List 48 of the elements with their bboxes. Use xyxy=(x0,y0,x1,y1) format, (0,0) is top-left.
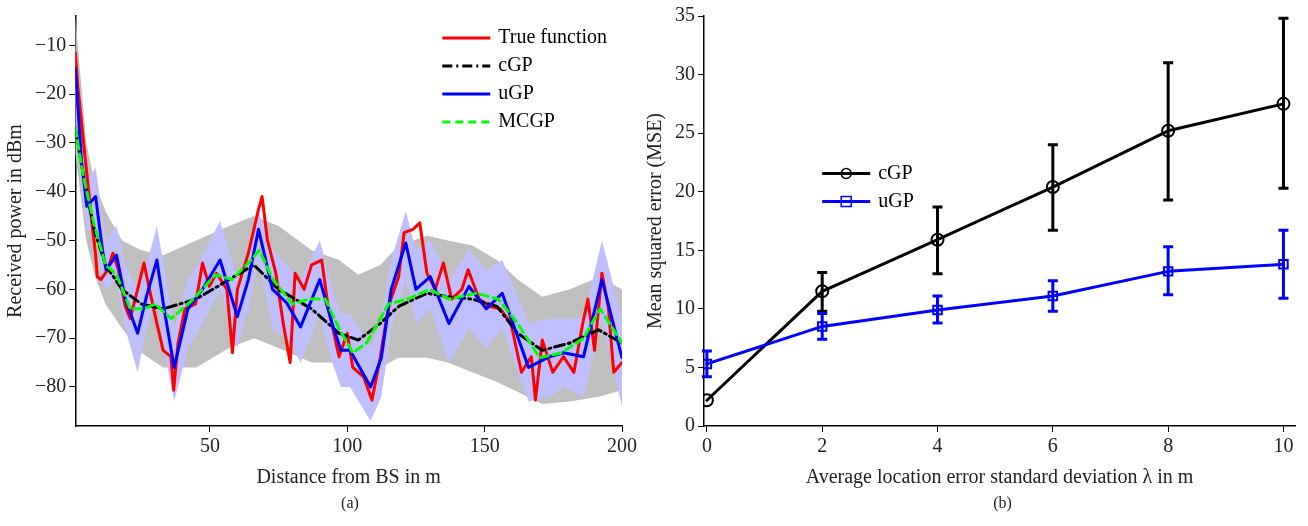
x-tick-label: 6 xyxy=(1047,434,1058,457)
point xyxy=(930,232,945,247)
y-tick-label: 35 xyxy=(675,3,695,26)
legend-label: uGP xyxy=(878,188,914,211)
y-tick-label: 25 xyxy=(675,120,695,143)
y-tick-label: 20 xyxy=(675,178,695,201)
point xyxy=(1047,290,1059,302)
point xyxy=(1278,259,1289,270)
point xyxy=(1276,96,1291,111)
x-axis-title: Distance from BS in m xyxy=(256,465,442,488)
x-tick-label: 200 xyxy=(607,434,637,457)
point xyxy=(815,284,830,299)
x-tick-label: 0 xyxy=(701,434,712,457)
y-tick-label: −30 xyxy=(35,130,67,153)
legend-label: cGP xyxy=(498,53,533,76)
text: (a) xyxy=(340,494,360,512)
point xyxy=(1162,266,1174,277)
x-tick-label: 50 xyxy=(199,434,220,457)
x-tick-label: 10 xyxy=(1273,434,1294,457)
y-tick-label: −40 xyxy=(35,178,67,201)
legend-label: cGP xyxy=(878,160,913,183)
y-tick-label: −50 xyxy=(35,227,67,250)
y-tick-label: −60 xyxy=(35,276,67,299)
y-tick-label: −80 xyxy=(35,374,67,397)
point xyxy=(1045,180,1060,195)
x-tick-label: 8 xyxy=(1163,434,1174,457)
y-tick-label: −20 xyxy=(35,81,67,104)
x-tick-label: 4 xyxy=(932,434,943,457)
point xyxy=(1161,123,1176,138)
y-tick-label: 30 xyxy=(675,61,695,84)
x-tick-label: 100 xyxy=(332,434,363,457)
y-axis-title: Mean squared error (MSE) xyxy=(643,112,667,330)
x-tick-label: 150 xyxy=(469,434,500,457)
y-tick-label: 10 xyxy=(675,296,695,319)
y-tick-label: −10 xyxy=(35,32,67,55)
legend-label: MCGP xyxy=(498,109,555,132)
y-tick-label: 0 xyxy=(685,413,695,436)
x-axis-title: Average location error standard deviation λ in m xyxy=(805,465,1194,489)
point xyxy=(816,321,828,332)
x-tick-label: 2 xyxy=(817,434,828,457)
y-axis-title: Received power in dBm xyxy=(3,123,27,318)
text: (b) xyxy=(992,494,1013,512)
y-tick-label: −70 xyxy=(35,325,67,348)
legend-label: uGP xyxy=(498,81,534,104)
legend-label: True function xyxy=(498,25,607,48)
y-tick-label: 15 xyxy=(675,237,695,260)
y-tick-label: 5 xyxy=(685,354,695,377)
point xyxy=(932,304,943,316)
